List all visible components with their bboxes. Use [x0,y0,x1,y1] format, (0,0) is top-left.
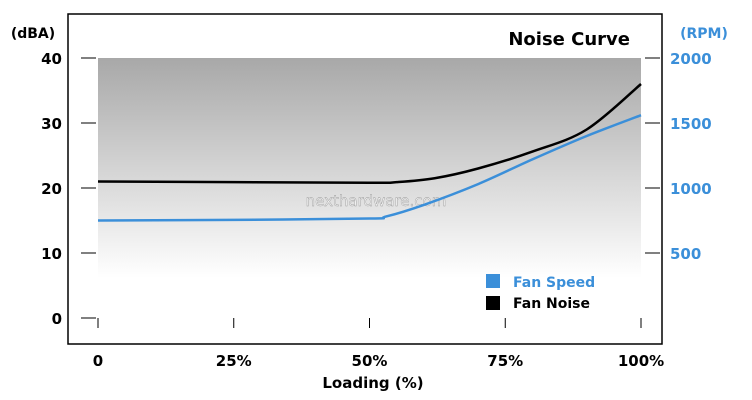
x-tick-label: 0 [93,352,103,370]
y-right-tick-label: 2000 [670,50,712,68]
series-line-fan-speed [97,114,642,222]
x-tick-label: 25% [216,352,252,370]
y-left-tick-label: 40 [41,50,62,68]
y-right-tick-label: 500 [670,245,701,263]
y-right-tick-label: 1500 [670,115,712,133]
x-tick-label: 75% [487,352,523,370]
y-left-tick-label: 20 [41,180,62,198]
legend-swatch-fan-noise [486,296,500,310]
legend-label-fan-noise: Fan Noise [513,296,590,312]
y-left-tick-label: 0 [52,310,62,328]
y-left-axis: 0 10 20 30 40 [41,50,96,328]
x-tick-label: 50% [352,352,388,370]
legend-swatch-fan-speed [486,274,500,288]
x-tick-label: 100% [618,352,664,370]
legend: Fan Speed Fan Noise [486,274,595,312]
plot-background [98,58,641,278]
x-axis: 0 25% 50% 75% 100% [93,318,664,370]
y-left-tick-label: 10 [41,245,62,263]
x-axis-label: Loading (%) [322,374,423,392]
watermark: nexthardware.com [306,192,447,210]
series-layer [97,83,642,222]
series-line-fan-noise [97,83,642,185]
y-right-tick-label: 1000 [670,180,712,198]
y-left-axis-label: (dBA) [11,26,55,42]
y-right-axis: 500 1000 1500 2000 [645,50,712,263]
y-left-tick-label: 30 [41,115,62,133]
chart-title: Noise Curve [508,29,630,50]
legend-label-fan-speed: Fan Speed [513,275,595,291]
y-right-axis-label: (RPM) [680,26,728,42]
